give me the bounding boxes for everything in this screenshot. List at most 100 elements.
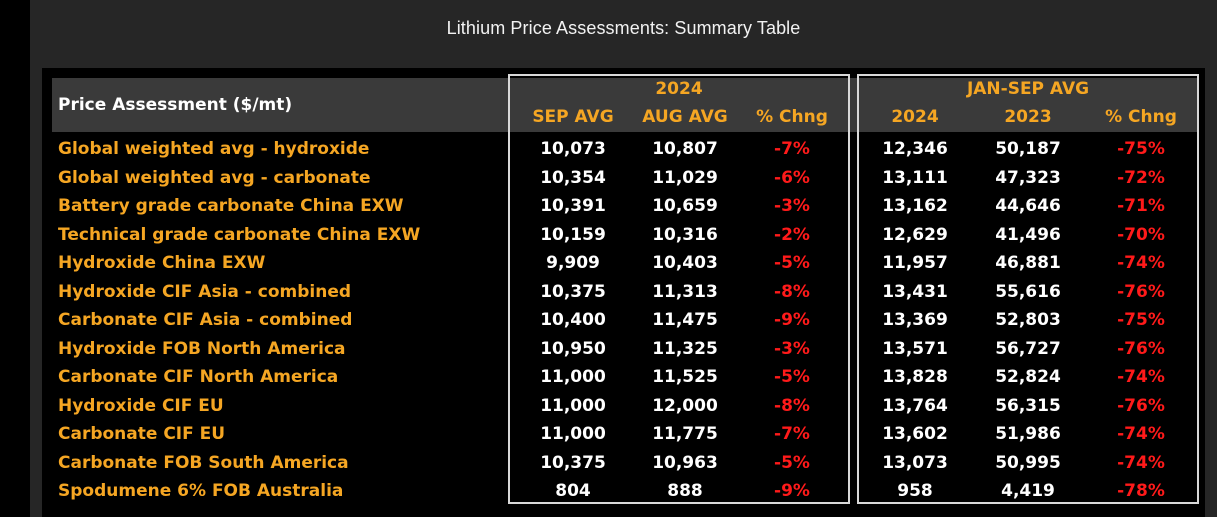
cell-sep-avg: 11,000	[540, 424, 606, 444]
summary-window: Lithium Price Assessments: Summary Table…	[30, 0, 1217, 517]
cell-aug-avg: 11,475	[652, 310, 718, 330]
cell-2023: 55,616	[995, 281, 1061, 302]
window-title: Lithium Price Assessments: Summary Table	[30, 0, 1217, 56]
row-label: Hydroxide CIF EU	[58, 395, 224, 416]
cell-2023: 46,881	[995, 253, 1061, 273]
table-row: Carbonate CIF Asia - combined 10,400 11,47…	[42, 306, 1205, 335]
cell-aug-avg: 12,000	[652, 395, 718, 416]
cell-change-2: -74%	[1117, 367, 1165, 387]
table-row: Carbonate FOB South America 10,375 10,963 -…	[42, 449, 1205, 478]
cell-sep-avg: 10,400	[540, 310, 606, 330]
cell-sep-avg: 9,909	[546, 253, 600, 273]
cell-2023: 50,995	[995, 452, 1061, 473]
cell-2024: 13,111	[882, 167, 948, 188]
cell-sep-avg: 10,375	[540, 452, 606, 473]
cell-2024: 11,957	[882, 253, 948, 273]
cell-2023: 50,187	[995, 139, 1061, 159]
col-sep-avg: SEP AVG	[532, 107, 614, 127]
row-label: Hydroxide China EXW	[58, 253, 266, 273]
table-row: Hydroxide China EXW 9,909 10,403 -5% 11,957 4…	[42, 249, 1205, 278]
row-label: Carbonate CIF EU	[58, 424, 226, 444]
group-jan-sep-frame	[857, 74, 1199, 504]
group-2024-title: 2024	[655, 79, 703, 99]
table-row: Technical grade carbonate China EXW 10,15…	[42, 221, 1205, 250]
cell-change-1: -5%	[774, 253, 810, 273]
cell-sep-avg: 804	[555, 481, 591, 501]
cell-change-1: -9%	[774, 310, 810, 330]
cell-2024: 958	[897, 481, 933, 501]
table-row: Hydroxide CIF Asia - combined 10,375 11,31…	[42, 278, 1205, 307]
cell-2023: 56,315	[995, 395, 1061, 416]
group-jan-sep-title: JAN-SEP AVG	[966, 79, 1090, 99]
cell-2024: 13,431	[882, 281, 948, 302]
cell-aug-avg: 10,963	[652, 452, 718, 473]
cell-change-2: -76%	[1117, 338, 1165, 359]
cell-change-2: -78%	[1117, 481, 1165, 501]
table-row: Global weighted avg - hydroxide 10,073 10,…	[42, 135, 1205, 164]
cell-change-1: -6%	[774, 167, 810, 188]
cell-change-1: -7%	[774, 139, 810, 159]
cell-sep-avg: 10,375	[540, 281, 606, 302]
cell-2024: 13,162	[882, 196, 948, 216]
cell-change-1: -5%	[774, 452, 810, 473]
cell-sep-avg: 10,950	[540, 338, 606, 359]
cell-change-2: -75%	[1117, 310, 1165, 330]
cell-2023: 4,419	[1001, 481, 1055, 501]
cell-2023: 52,803	[995, 310, 1061, 330]
table-row: Global weighted avg - carbonate 10,354 11,…	[42, 164, 1205, 193]
cell-2024: 13,369	[882, 310, 948, 330]
cell-change-1: -3%	[774, 338, 810, 359]
cell-aug-avg: 11,325	[652, 338, 718, 359]
cell-change-1: -9%	[774, 481, 810, 501]
cell-2024: 12,346	[882, 139, 948, 159]
table-header-band	[52, 78, 1197, 132]
cell-change-2: -71%	[1117, 196, 1165, 216]
cell-aug-avg: 10,807	[652, 139, 718, 159]
cell-aug-avg: 10,403	[652, 253, 718, 273]
price-assessment-header: Price Assessment ($/mt)	[58, 95, 293, 115]
cell-change-2: -74%	[1117, 253, 1165, 273]
col-2023: 2023	[1004, 107, 1052, 127]
row-label: Hydroxide CIF Asia - combined	[58, 281, 352, 302]
cell-aug-avg: 11,775	[652, 424, 718, 444]
col-2024: 2024	[891, 107, 939, 127]
table-row: Hydroxide FOB North America 10,950 11,325 -…	[42, 335, 1205, 364]
cell-aug-avg: 11,525	[652, 367, 718, 387]
cell-change-1: -5%	[774, 367, 810, 387]
col-aug-avg: AUG AVG	[642, 107, 728, 127]
col-change-1: % Chng	[756, 107, 828, 127]
table-row: Battery grade carbonate China EXW 10,391 1…	[42, 192, 1205, 221]
table-row: Hydroxide CIF EU 11,000 12,000 -8% 13,764 56,…	[42, 392, 1205, 421]
cell-2024: 13,828	[882, 367, 948, 387]
cell-2024: 13,571	[882, 338, 948, 359]
cell-change-1: -8%	[774, 281, 810, 302]
cell-2024: 12,629	[882, 224, 948, 245]
row-label: Carbonate CIF Asia - combined	[58, 310, 353, 330]
cell-2024: 13,602	[882, 424, 948, 444]
cell-aug-avg: 11,313	[652, 281, 718, 302]
cell-aug-avg: 10,316	[652, 224, 718, 245]
cell-sep-avg: 11,000	[540, 367, 606, 387]
row-label: Carbonate FOB South America	[58, 452, 349, 473]
cell-2024: 13,764	[882, 395, 948, 416]
cell-2023: 56,727	[995, 338, 1061, 359]
cell-change-2: -76%	[1117, 281, 1165, 302]
cell-2023: 52,824	[995, 367, 1061, 387]
cell-2023: 41,496	[995, 224, 1061, 245]
cell-sep-avg: 11,000	[540, 395, 606, 416]
cell-change-2: -72%	[1117, 167, 1165, 188]
cell-2023: 44,646	[995, 196, 1061, 216]
cell-sep-avg: 10,159	[540, 224, 606, 245]
cell-change-1: -7%	[774, 424, 810, 444]
cell-change-1: -2%	[774, 224, 810, 245]
table-row: Spodumene 6% FOB Australia 804 888 -9% 958 4,…	[42, 477, 1205, 506]
cell-change-1: -8%	[774, 395, 810, 416]
cell-2023: 47,323	[995, 167, 1061, 188]
row-label: Battery grade carbonate China EXW	[58, 196, 404, 216]
table-row: Carbonate CIF EU 11,000 11,775 -7% 13,602 51,…	[42, 420, 1205, 449]
cell-change-2: -74%	[1117, 424, 1165, 444]
row-label: Global weighted avg - hydroxide	[58, 139, 370, 159]
price-table: Price Assessment ($/mt) 2024 SEP AVG AUG…	[42, 68, 1205, 517]
group-2024-frame	[508, 74, 850, 504]
cell-change-2: -70%	[1117, 224, 1165, 245]
